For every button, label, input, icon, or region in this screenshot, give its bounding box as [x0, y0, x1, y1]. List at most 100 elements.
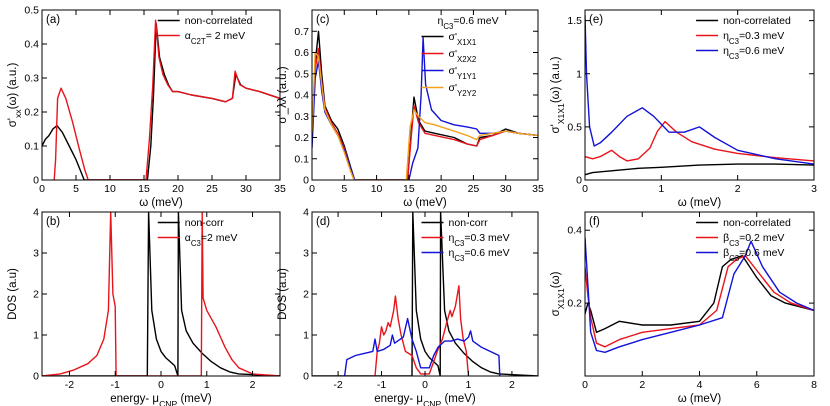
y-axis-label: σ'xx(ω) (a.u.) [7, 63, 23, 128]
x-tick-label: 2 [735, 183, 741, 195]
series-group [42, 19, 280, 180]
legend-entry: non-correlated [723, 15, 791, 27]
x-tick-label: 10 [104, 183, 116, 195]
legend: non-correlated αC2T= 2 meV [157, 15, 253, 46]
x-axis-label: energy- μCNP (meV) [374, 393, 476, 406]
x-tick-label: 4 [697, 379, 703, 391]
x-tick-label: 2 [250, 379, 256, 391]
x-tick-label: 1 [658, 183, 664, 195]
series-line-d-0 [312, 212, 538, 376]
x-axis-label: ω (meV) [139, 197, 183, 209]
legend-entry: σ'Y2Y2 [449, 82, 477, 98]
y-tick-label: 0.4 [24, 39, 39, 51]
x-axis-label: ω (meV) [403, 197, 447, 209]
x-tick-label: 0 [39, 183, 45, 195]
y-tick-label: 0.3 [24, 73, 39, 85]
y-tick-label: 0.5 [567, 121, 582, 133]
x-tick-label: 0 [422, 379, 428, 391]
y-tick-label: 3 [303, 248, 309, 260]
series-line-b-0 [42, 212, 280, 376]
y-tick-label: 0.3 [294, 111, 309, 123]
panel-f: 0 2 4 6 8 0.2 0.4 ω (meV) σX1X1(ω) (f) non-correla… [550, 211, 817, 405]
legend-entry: non-corr [449, 217, 489, 229]
panel-d: -2 -1 0 1 2 0 1 2 3 4 energy- μCNP (meV) DOS (a.u) (… [277, 207, 539, 406]
y-tick-label: 2 [33, 289, 39, 301]
panel-a: 0 5 10 15 20 25 30 35 0 0.1 0.2 0.3 0.4 0.5 ω (meV) σ'x… [7, 5, 286, 210]
panel-label: (a) [46, 14, 60, 26]
legend-entry: ηC3=0.3 meV [723, 30, 784, 46]
series-group [585, 237, 814, 353]
panel-label: (d) [316, 216, 330, 228]
x-axis-label: energy- μCNP (meV) [110, 393, 212, 406]
panel-label: (c) [316, 14, 330, 26]
x-tick-label: 25 [468, 183, 480, 195]
panel-b: -2 -1 0 1 2 0 1 2 3 4 energy- μCNP (meV) DOS (a.u) (… [7, 207, 281, 406]
legend-title: ηC3=0.6 meV [438, 15, 499, 31]
y-axis-label: σX1X1(ω) [550, 271, 566, 316]
series-group [585, 15, 814, 176]
y-tick-label: 0.7 [294, 26, 309, 38]
y-tick-label: 0 [303, 175, 309, 187]
legend-entry: σ'X2X2 [449, 48, 477, 64]
x-tick-label: -1 [377, 379, 386, 391]
x-tick-label: 20 [172, 183, 184, 195]
series-line-e-2 [585, 15, 814, 165]
y-tick-label: 2 [303, 289, 309, 301]
panel-c: 0 5 10 15 20 25 30 35 0 0.1 0.2 0.3 0.4 0.5 0.6 0.7 ω (m… [277, 9, 544, 209]
series-line-f-0 [585, 255, 814, 333]
x-tick-label: 1 [204, 379, 210, 391]
y-tick-label: 4 [303, 207, 309, 219]
x-tick-label: 2 [639, 379, 645, 391]
x-tick-label: 0 [582, 379, 588, 391]
legend-entry: non-correlated [185, 15, 253, 27]
y-tick-label: 0.1 [294, 153, 309, 165]
y-tick-label: 0.4 [294, 90, 309, 102]
legend-entry: σ'Y1Y1 [449, 65, 477, 81]
plot-frame [41, 9, 281, 181]
y-tick-label: 0 [33, 371, 39, 383]
legend-entry: αC2T= 2 meV [185, 30, 245, 46]
x-axis-label: ω (meV) [678, 197, 722, 209]
y-tick-label: 0 [33, 175, 39, 187]
series-line-a-1 [53, 19, 280, 180]
legend-entry: σ'X1X1 [449, 31, 477, 47]
series-line-f-1 [585, 255, 814, 348]
x-tick-label: 35 [532, 183, 544, 195]
series-line-c-3 [312, 51, 538, 180]
y-tick-label: 1 [576, 68, 582, 80]
y-tick-label: 0 [576, 175, 582, 187]
series-line-e-0 [585, 163, 814, 176]
legend-entry: ηC3=0.6 meV [449, 247, 510, 263]
y-tick-label: 1.5 [567, 15, 582, 27]
y-tick-label: 0.6 [294, 47, 309, 59]
legend-entry: ηC3=0.3 meV [449, 232, 510, 248]
x-tick-label: -2 [333, 379, 342, 391]
x-tick-label: 3 [811, 183, 817, 195]
x-tick-label: -1 [111, 379, 120, 391]
x-tick-label: 1 [466, 379, 472, 391]
y-tick-label: 0.5 [24, 5, 39, 17]
legend-entry: non-corr [185, 217, 225, 229]
legend: non-corr αC3=2 meV [157, 217, 237, 248]
y-axis-label: DOS (a.u) [7, 268, 19, 320]
series-group [312, 212, 538, 376]
y-axis-label: σ'_λλ (a.u.) [277, 66, 289, 123]
y-tick-label: 0.1 [24, 141, 39, 153]
series-line-b-1 [42, 212, 280, 376]
series-line-e-1 [585, 120, 814, 162]
series-line-d-1 [374, 285, 470, 376]
y-tick-label: 0 [303, 371, 309, 383]
y-tick-label: 0.2 [24, 107, 39, 119]
y-tick-label: 4 [33, 207, 39, 219]
x-tick-label: 15 [138, 183, 150, 195]
series-line-f-2 [585, 237, 814, 353]
legend-entry: ηC3=0.6 meV [723, 45, 784, 61]
x-tick-label: 8 [811, 379, 817, 391]
x-tick-label: 30 [500, 183, 512, 195]
y-tick-label: 1 [303, 330, 309, 342]
x-tick-label: 2 [509, 379, 515, 391]
